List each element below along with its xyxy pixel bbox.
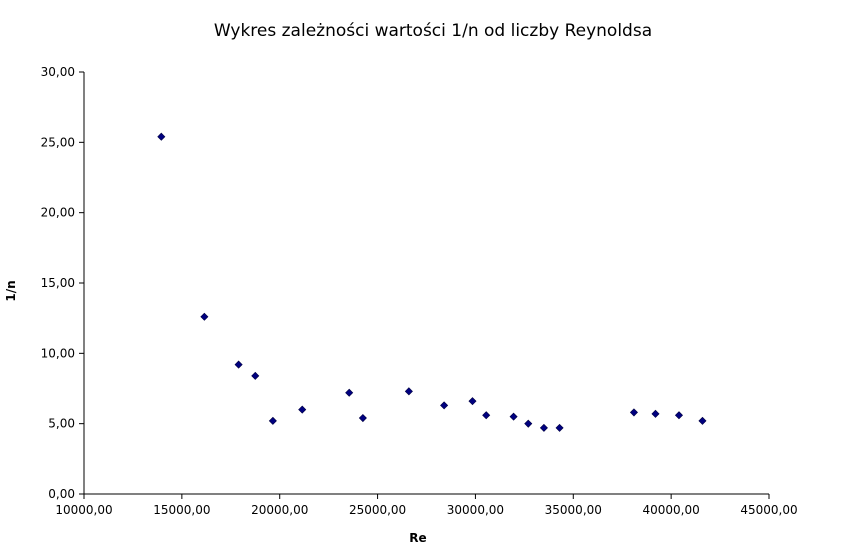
y-tick-label: 0,00	[48, 487, 75, 501]
data-point	[404, 387, 413, 396]
y-tick-label: 5,00	[48, 417, 75, 431]
data-point	[345, 388, 354, 397]
y-tick-label: 15,00	[41, 276, 75, 290]
data-point	[674, 411, 683, 420]
x-tick-label: 40000,00	[643, 503, 700, 517]
y-tick-label: 25,00	[41, 135, 75, 149]
y-tick-label: 30,00	[41, 65, 75, 79]
data-point	[268, 416, 277, 425]
data-point	[509, 412, 518, 421]
data-point	[651, 409, 660, 418]
data-point	[358, 414, 367, 423]
x-axis-label: Re	[409, 531, 426, 545]
data-points	[157, 132, 707, 432]
x-tick-label: 45000,00	[740, 503, 797, 517]
chart-title: Wykres zależności wartości 1/n od liczby…	[214, 21, 652, 41]
data-point	[482, 411, 491, 420]
x-tick-label: 35000,00	[545, 503, 602, 517]
x-tick-label: 15000,00	[153, 503, 210, 517]
x-tick-label: 30000,00	[447, 503, 504, 517]
data-point	[539, 423, 548, 432]
ticks: 0,00 5,00 10,00 15,00 20,00 25,00 30,00 10000,0…	[41, 65, 798, 517]
data-point	[234, 360, 243, 369]
y-tick-label: 10,00	[41, 346, 75, 360]
x-tick-label: 10000,00	[55, 503, 112, 517]
data-point	[157, 132, 166, 141]
x-tick-label: 20000,00	[251, 503, 308, 517]
data-point	[298, 405, 307, 414]
data-point	[468, 397, 477, 406]
data-point	[555, 423, 564, 432]
data-point	[524, 419, 533, 428]
x-tick-label: 25000,00	[349, 503, 406, 517]
y-axis-label: 1/n	[4, 280, 18, 301]
data-point	[200, 312, 209, 321]
y-tick-label: 20,00	[41, 206, 75, 220]
data-point	[629, 408, 638, 417]
data-point	[440, 401, 449, 410]
data-point	[251, 371, 260, 380]
data-point	[698, 416, 707, 425]
